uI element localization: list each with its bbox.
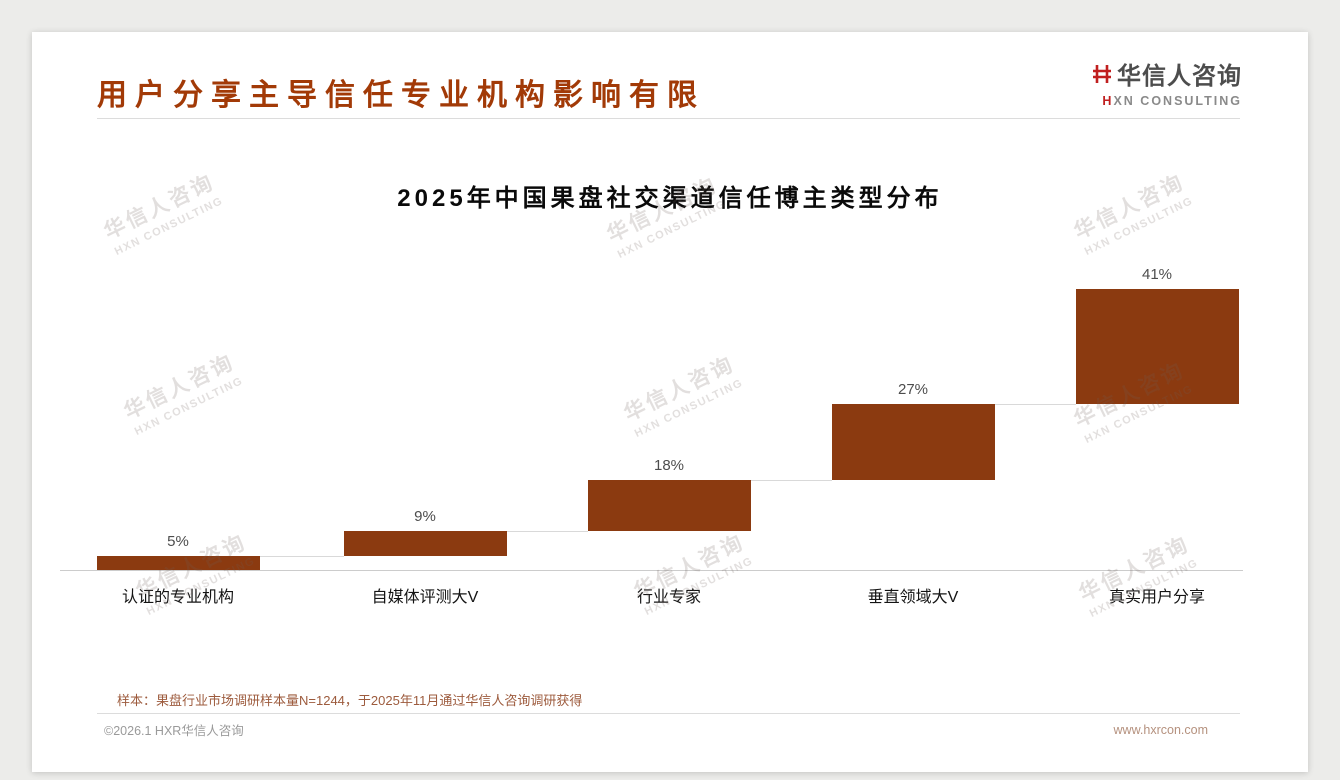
waterfall-connector [506, 530, 588, 532]
chart-title: 2025年中国果盘社交渠道信任博主类型分布 [397, 185, 943, 212]
sample-note: 样本：果盘行业市场调研样本量N=1244，于2025年11月通过华信人咨询调研获… [117, 693, 583, 708]
bar-value-label: 9% [414, 507, 436, 525]
category-label: 认证的专业机构 [121, 589, 234, 606]
chart-bar [587, 480, 751, 531]
chart-bar [831, 404, 995, 481]
website-link[interactable]: www.hxrcon.com [1113, 722, 1208, 737]
chart-bar [96, 555, 260, 570]
bar-value-label: 41% [1141, 266, 1173, 283]
logo-cn-line: 华信人咨询 [1092, 56, 1242, 91]
hxn-logo-icon [1092, 63, 1112, 85]
company-logo: 华信人咨询 HXN CONSULTING [1092, 56, 1242, 108]
report-slide: 用户分享主导信任专业机构影响有限 华信人咨询 HXN CONSULTING 20… [32, 32, 1308, 772]
title-divider [97, 118, 1240, 119]
logo-en-text: HXN CONSULTING [1102, 94, 1242, 108]
bar-value-label: 18% [653, 457, 685, 475]
page-title: 用户分享主导信任专业机构影响有限 [97, 79, 705, 112]
logo-cn-text: 华信人咨询 [1117, 63, 1242, 90]
footer-divider [97, 713, 1240, 714]
waterfall-connector [259, 555, 344, 557]
category-label: 行业专家 [636, 589, 701, 606]
waterfall-chart: 5% 认证的专业机构 9% 自媒体评测大V 18% 行业专家 27% 垂直领域大V 41% 真实用… [32, 32, 1308, 772]
waterfall-connector [994, 404, 1076, 406]
bar-value-label: 27% [897, 381, 929, 399]
bar-value-label: 5% [167, 532, 189, 550]
category-label: 真实用户分享 [1108, 589, 1205, 606]
category-label: 垂直领域大V [867, 589, 959, 606]
chart-bar [1075, 289, 1239, 405]
chart-baseline [60, 570, 1243, 571]
copyright-text: ©2026.1 HXR华信人咨询 [104, 724, 244, 738]
category-label: 自媒体评测大V [371, 589, 479, 606]
chart-bar [343, 530, 507, 556]
waterfall-connector [750, 480, 832, 482]
footer: ©2026.1 HXR华信人咨询 www.hxrcon.com [104, 720, 1208, 739]
